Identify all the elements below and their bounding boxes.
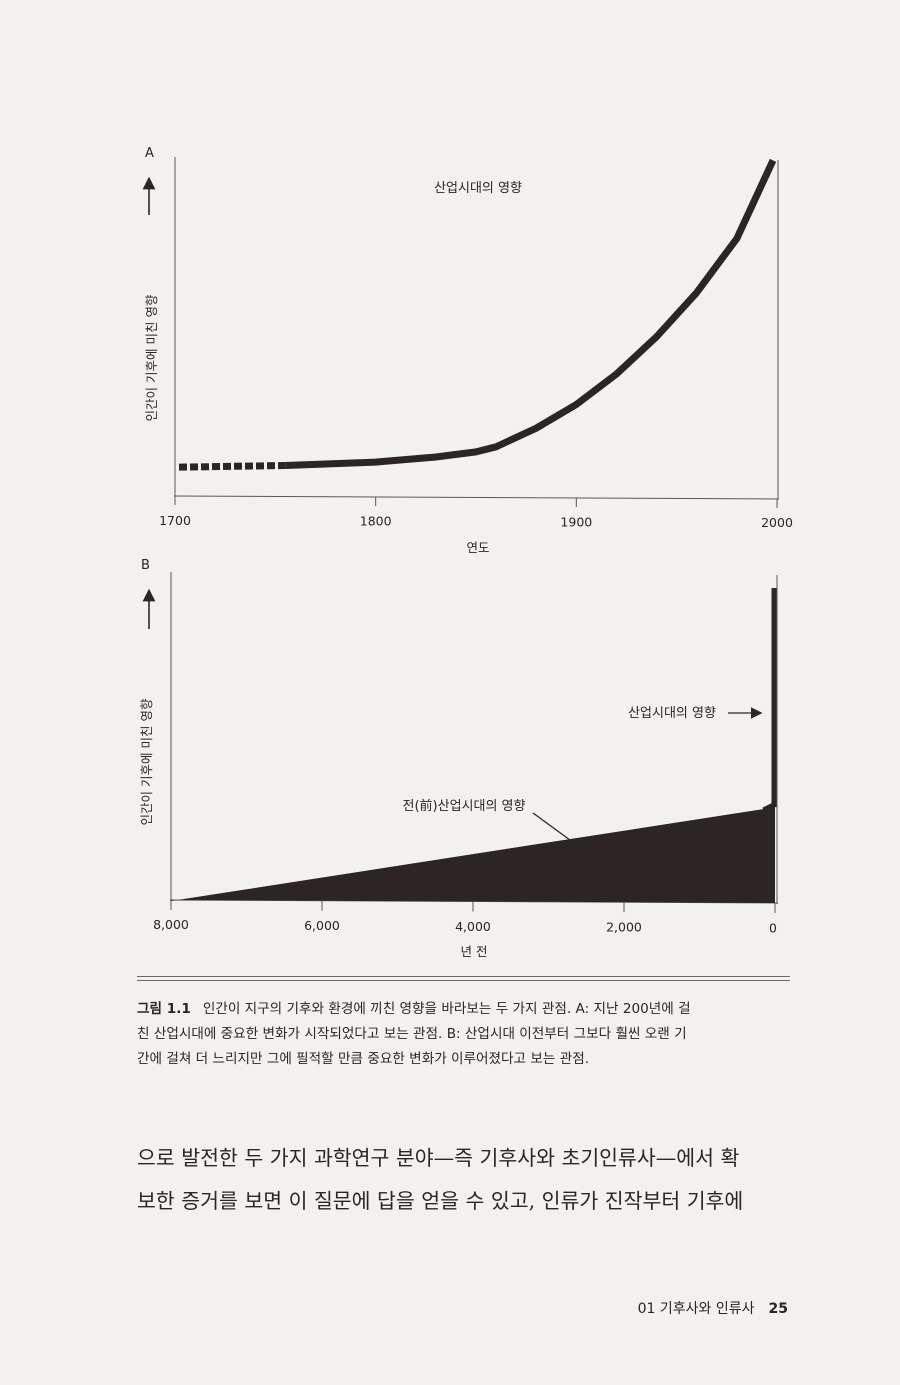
y-axis-label: 인간이 기후에 미친 영향 [139, 698, 154, 825]
x-axis-label: 년 전 [461, 944, 488, 959]
industrial-impact-annotation: 산업시대의 영향 [434, 181, 522, 196]
panel-a-letter: A [145, 146, 154, 161]
preindustrial-area [171, 804, 775, 903]
x-tick-label: 1800 [360, 514, 392, 529]
caption-text-1: 인간이 지구의 기후와 환경에 끼친 영향을 바라보는 두 가지 관점. A: … [202, 1001, 691, 1017]
page-footer: 01 기후사와 인류사 25 [638, 1298, 788, 1318]
x-tick-label: 0 [769, 921, 777, 936]
impact-curve [285, 158, 777, 469]
caption-line-2: 친 산업시대에 중요한 변화가 시작되었다고 보는 관점. B: 산업시대 이전… [137, 1026, 687, 1042]
chart-a: 인간이 기후에 미친 영향 1700 1800 1900 2000 연도 산업시대의 … [142, 157, 793, 555]
x-tick-label: 2,000 [606, 920, 642, 935]
industrial-impact-annotation: 산업시대의 영향 [628, 706, 716, 721]
x-axis [173, 495, 780, 500]
caption-line-1: 그림 1.1 인간이 지구의 기후와 환경에 끼친 영향을 바라보는 두 가지 관… [137, 997, 792, 1022]
preindustrial-arrow [532, 812, 588, 853]
x-axis-label: 연도 [466, 540, 489, 555]
dashed-early-segment [178, 461, 286, 471]
page-number: 25 [768, 1301, 788, 1317]
caption-label: 그림 1.1 [137, 1001, 191, 1017]
x-tick-label: 1900 [560, 514, 592, 529]
preindustrial-impact-annotation: 전(前)산업시대의 영향 [403, 798, 526, 814]
body-line-2: 보한 증거를 보면 이 질문에 답을 얻을 수 있고, 인류가 진작부터 기후에 [137, 1189, 744, 1213]
spike-base [762, 802, 774, 811]
figure-caption: 그림 1.1 인간이 지구의 기후와 환경에 끼친 영향을 바라보는 두 가지 관… [137, 997, 792, 1072]
chapter-title: 01 기후사와 인류사 [637, 1301, 755, 1317]
chart-b: 인간이 기후에 미친 영향 8,000 6,000 4,000 2,000 0 년 전 … [139, 572, 779, 959]
y-axis-label: 인간이 기후에 미친 영향 [144, 294, 159, 421]
x-tick-label: 1700 [159, 513, 191, 528]
panel-b-letter: B [141, 558, 150, 573]
caption-rule-bottom [137, 980, 790, 981]
caption-rule-top [137, 976, 790, 977]
x-tick-label: 2000 [761, 515, 793, 530]
x-tick-label: 4,000 [455, 919, 491, 934]
x-tick-label: 6,000 [304, 918, 340, 933]
body-line-1: 으로 발전한 두 가지 과학연구 분야—즉 기후사와 초기인류사—에서 확 [137, 1146, 740, 1170]
x-tick-label: 8,000 [153, 917, 189, 932]
body-text: 으로 발전한 두 가지 과학연구 분야—즉 기후사와 초기인류사—에서 확 보한… [137, 1137, 797, 1223]
caption-line-3: 간에 걸쳐 더 느리지만 그에 필적할 만큼 중요한 변화가 이루어졌다고 보는… [137, 1051, 590, 1067]
